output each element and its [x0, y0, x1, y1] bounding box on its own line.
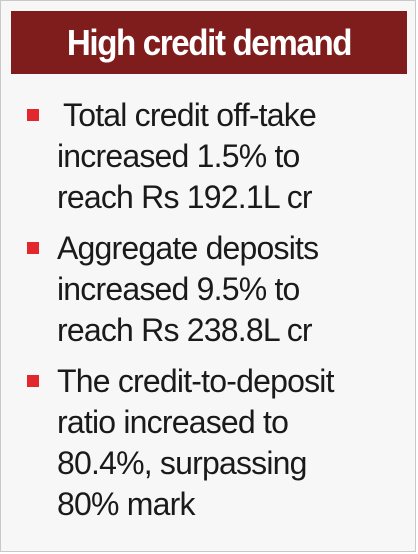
bullet-square-icon: [27, 242, 39, 254]
item-line: reach Rs 192.1L cr: [57, 179, 313, 215]
card-title: High credit demand: [66, 21, 353, 63]
item-line: 80% mark: [57, 486, 195, 522]
item-line: The credit-to-deposit: [57, 363, 334, 399]
item-line: increased 9.5% to: [57, 271, 300, 307]
list-item: The credit-to-deposit ratio increased to…: [27, 361, 407, 525]
item-line: reach Rs 238.8L cr: [57, 312, 313, 348]
bullet-square-icon: [27, 375, 39, 387]
fact-list: Total credit off-take increased 1.5% to …: [27, 95, 407, 535]
item-line: increased 1.5% to: [57, 138, 300, 174]
item-line: 80.4%, surpassing: [57, 445, 307, 481]
item-line: Aggregate deposits: [57, 230, 319, 266]
header-banner: [11, 11, 407, 74]
list-item: Aggregate deposits increased 9.5% to rea…: [27, 228, 407, 351]
list-item: Total credit off-take increased 1.5% to …: [27, 95, 407, 218]
item-line: Total credit off-take: [63, 97, 317, 133]
item-line: ratio increased to: [57, 404, 289, 440]
bullet-square-icon: [27, 109, 39, 121]
